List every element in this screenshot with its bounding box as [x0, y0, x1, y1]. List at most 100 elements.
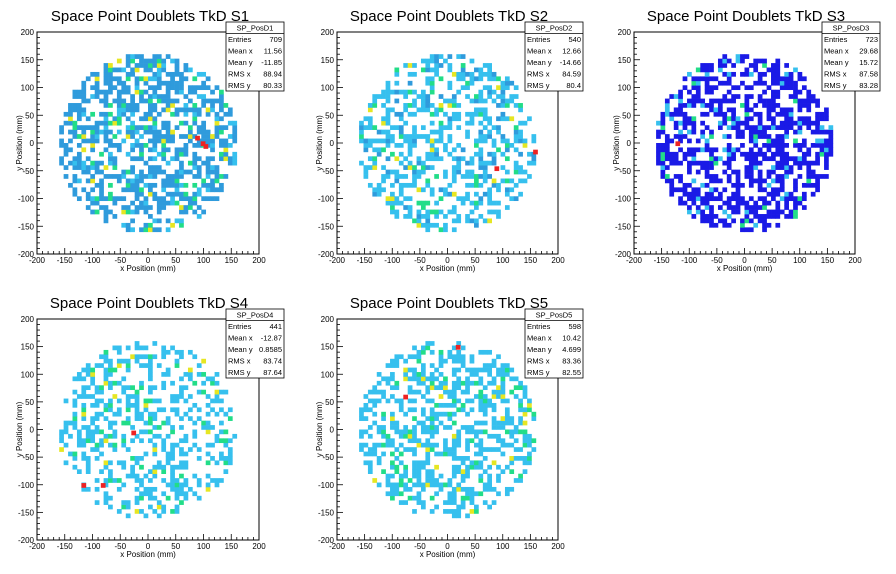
- bin: [152, 169, 158, 175]
- bin: [139, 509, 144, 514]
- bin: [174, 442, 180, 448]
- bin: [740, 222, 745, 228]
- bin: [513, 160, 519, 166]
- bin: [469, 116, 475, 122]
- bin: [425, 389, 431, 395]
- bin: [210, 380, 215, 386]
- bin: [143, 222, 149, 228]
- bin: [398, 129, 404, 135]
- bin: [460, 174, 466, 179]
- bin: [496, 76, 501, 82]
- bin: [81, 385, 87, 391]
- bin: [801, 138, 807, 144]
- bin: [695, 98, 701, 104]
- bin: [407, 486, 413, 492]
- bin: [174, 363, 180, 368]
- bin: [81, 402, 87, 408]
- bin: [474, 394, 479, 399]
- bin: [68, 138, 73, 144]
- bin: [456, 169, 462, 175]
- bin: [456, 54, 462, 59]
- bin: [748, 94, 754, 99]
- bin: [504, 398, 510, 404]
- bin: [429, 363, 435, 368]
- bin: [775, 76, 781, 82]
- bin: [762, 205, 767, 210]
- bin: [504, 169, 510, 175]
- bin: [722, 218, 728, 224]
- bin: [717, 111, 723, 117]
- bin: [460, 469, 466, 474]
- bin: [134, 416, 140, 421]
- bin: [139, 200, 144, 206]
- bin: [664, 151, 670, 157]
- bin: [148, 358, 153, 364]
- bin: [139, 151, 144, 157]
- bin: [465, 367, 470, 373]
- bin: [443, 125, 448, 130]
- bin: [407, 389, 413, 395]
- bin: [438, 120, 444, 126]
- bin: [744, 120, 750, 126]
- bin: [94, 500, 100, 505]
- y-tick-label: 150: [21, 343, 35, 352]
- bin: [152, 473, 158, 479]
- bin: [482, 191, 488, 197]
- bin: [72, 411, 78, 417]
- bin: [156, 504, 162, 510]
- bin: [496, 147, 501, 153]
- bin: [771, 214, 776, 219]
- bin: [465, 160, 470, 166]
- bin: [412, 134, 417, 139]
- bin: [108, 80, 113, 86]
- bin: [815, 187, 820, 193]
- bin: [443, 191, 448, 197]
- bin: [456, 482, 462, 488]
- bin: [775, 151, 781, 157]
- bin: [214, 178, 220, 184]
- bin: [771, 151, 776, 157]
- bin: [403, 473, 409, 479]
- bin: [125, 447, 131, 452]
- bin: [465, 376, 470, 382]
- stats-label: Mean x: [824, 47, 849, 56]
- bin: [125, 209, 131, 215]
- bin: [143, 451, 149, 457]
- bin: [784, 160, 789, 166]
- bin: [90, 143, 96, 148]
- bin: [420, 200, 426, 206]
- bin: [753, 125, 759, 130]
- bin: [469, 495, 475, 501]
- bin: [103, 478, 109, 483]
- bin: [500, 134, 506, 139]
- bin: [81, 165, 87, 170]
- bin: [504, 85, 510, 91]
- bin: [165, 416, 171, 421]
- bin: [121, 138, 127, 144]
- bin: [381, 433, 386, 439]
- bin: [717, 156, 723, 162]
- bin: [148, 125, 153, 130]
- bin: [201, 178, 207, 184]
- bin: [187, 349, 193, 355]
- bin: [682, 116, 688, 122]
- bin: [695, 196, 701, 202]
- bin: [416, 222, 422, 228]
- bin: [403, 411, 409, 417]
- bin: [429, 416, 435, 421]
- bin: [81, 160, 87, 166]
- bin: [156, 111, 162, 117]
- bin: [660, 165, 666, 170]
- bin: [748, 182, 754, 188]
- bin: [403, 134, 409, 139]
- bin: [793, 98, 798, 104]
- bin: [214, 380, 220, 386]
- bin: [518, 120, 523, 126]
- bin: [385, 473, 391, 479]
- bin: [403, 165, 409, 170]
- bin: [810, 120, 816, 126]
- bin: [474, 504, 479, 510]
- bin: [687, 182, 692, 188]
- bin: [438, 187, 444, 193]
- bin: [72, 464, 78, 470]
